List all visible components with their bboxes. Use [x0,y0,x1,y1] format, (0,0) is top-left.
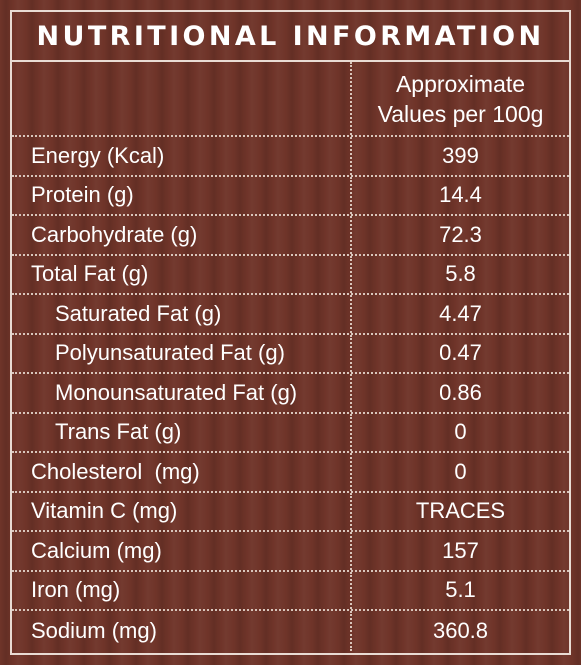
table-row: Polyunsaturated Fat (g) 0.47 [12,334,569,374]
nutrient-label: Protein (g) [12,176,352,214]
nutrient-value: TRACES [415,498,506,524]
nutrient-value: 157 [442,537,479,563]
nutrient-value: 4.47 [439,300,482,326]
column-header-line2: Values per 100g [377,100,544,127]
table-row: Iron (mg) 5.1 [12,571,569,611]
nutrient-value: 5.8 [445,261,476,287]
nutrient-label: Vitamin C (mg) [12,492,352,530]
table-row: Protein (g) 14.4 [12,176,569,216]
nutrient-value: 0.86 [439,379,482,405]
nutrition-table-frame: NUTRITIONAL INFORMATION Approximate Valu… [10,10,571,655]
page-title: NUTRITIONAL INFORMATION [36,20,545,52]
table-row: Trans Fat (g) 0 [12,413,569,453]
nutrition-table: Approximate Values per 100g Energy (Kcal… [12,62,569,651]
nutrient-label: Trans Fat (g) [12,413,352,451]
table-row: Sodium (mg) 360.8 [12,611,569,651]
nutrient-label: Carbohydrate (g) [12,216,352,254]
nutrient-label: Cholesterol (mg) [12,453,352,491]
table-row: Monounsaturated Fat (g) 0.86 [12,374,569,414]
nutrient-value: 0 [454,458,467,484]
nutrient-label: Calcium (mg) [12,532,352,570]
nutrient-label: Sodium (mg) [12,611,352,651]
column-header-empty [12,62,352,135]
table-row: Total Fat (g) 5.8 [12,255,569,295]
nutrient-value: 14.4 [439,182,482,208]
column-header-values: Approximate Values per 100g [352,62,569,135]
nutrient-label: Saturated Fat (g) [12,295,352,333]
nutrient-value: 72.3 [439,221,482,247]
table-row: Carbohydrate (g) 72.3 [12,216,569,256]
table-row: Cholesterol (mg) 0 [12,453,569,493]
nutrient-label: Monounsaturated Fat (g) [12,374,352,412]
table-row: Calcium (mg) 157 [12,532,569,572]
nutrient-value: 5.1 [445,577,476,603]
nutrient-label: Energy (Kcal) [12,137,352,175]
nutrient-label: Iron (mg) [12,571,352,609]
nutrient-value: 399 [442,142,479,168]
nutrient-label: Total Fat (g) [12,255,352,293]
nutrient-value: 0.47 [439,340,482,366]
nutrient-value: 0 [454,419,467,445]
table-row: Energy (Kcal) 399 [12,137,569,177]
nutrient-label: Polyunsaturated Fat (g) [12,334,352,372]
nutrient-value: 360.8 [432,617,489,643]
table-row: Saturated Fat (g) 4.47 [12,295,569,335]
table-row: Vitamin C (mg) TRACES [12,492,569,532]
table-header: NUTRITIONAL INFORMATION [12,12,569,62]
column-header-line1: Approximate [395,70,526,97]
column-header-row: Approximate Values per 100g [12,62,569,137]
